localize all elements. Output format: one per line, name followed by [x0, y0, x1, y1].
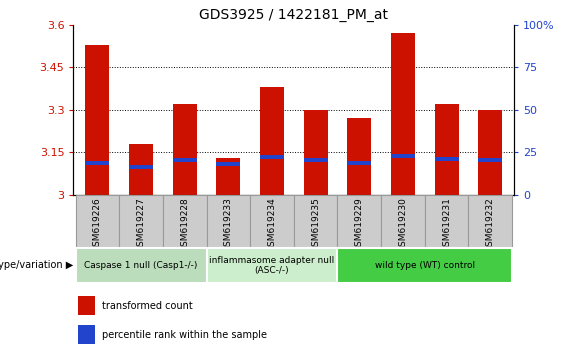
Bar: [207, 195, 250, 248]
Text: GSM619233: GSM619233: [224, 198, 233, 252]
Bar: [129, 165, 153, 169]
Text: GSM619226: GSM619226: [93, 198, 102, 252]
Text: GSM619228: GSM619228: [180, 198, 189, 252]
Bar: [347, 118, 371, 195]
Bar: [85, 45, 110, 195]
Text: GSM619234: GSM619234: [267, 198, 276, 252]
Text: percentile rank within the sample: percentile rank within the sample: [102, 330, 267, 339]
Title: GDS3925 / 1422181_PM_at: GDS3925 / 1422181_PM_at: [199, 8, 388, 22]
Text: wild type (WT) control: wild type (WT) control: [375, 261, 475, 270]
Bar: [391, 154, 415, 158]
Bar: [294, 195, 337, 248]
Bar: [381, 195, 425, 248]
Bar: [478, 110, 502, 195]
Bar: [434, 157, 459, 161]
Bar: [119, 195, 163, 248]
Text: genotype/variation ▶: genotype/variation ▶: [0, 261, 73, 270]
Bar: [260, 87, 284, 195]
Bar: [391, 33, 415, 195]
Bar: [260, 155, 284, 159]
Bar: [78, 325, 95, 344]
Bar: [76, 248, 207, 283]
Bar: [78, 296, 95, 315]
Bar: [129, 144, 153, 195]
Text: inflammasome adapter null
(ASC-/-): inflammasome adapter null (ASC-/-): [210, 256, 334, 275]
Bar: [478, 158, 502, 162]
Text: GSM619235: GSM619235: [311, 198, 320, 252]
Bar: [337, 248, 512, 283]
Text: transformed count: transformed count: [102, 301, 193, 311]
Text: GSM619232: GSM619232: [486, 198, 494, 252]
Bar: [207, 248, 337, 283]
Bar: [163, 195, 207, 248]
Bar: [216, 162, 240, 166]
Text: GSM619231: GSM619231: [442, 198, 451, 252]
Bar: [216, 158, 240, 195]
Text: Caspase 1 null (Casp1-/-): Caspase 1 null (Casp1-/-): [84, 261, 198, 270]
Bar: [434, 104, 459, 195]
Bar: [173, 104, 197, 195]
Bar: [303, 110, 328, 195]
Bar: [337, 195, 381, 248]
Bar: [85, 161, 110, 165]
Bar: [76, 195, 119, 248]
Bar: [425, 195, 468, 248]
Bar: [250, 195, 294, 248]
Bar: [468, 195, 512, 248]
Text: GSM619230: GSM619230: [398, 198, 407, 252]
Bar: [173, 158, 197, 162]
Bar: [347, 161, 371, 165]
Text: GSM619227: GSM619227: [137, 198, 146, 252]
Bar: [303, 158, 328, 162]
Text: GSM619229: GSM619229: [355, 198, 364, 252]
